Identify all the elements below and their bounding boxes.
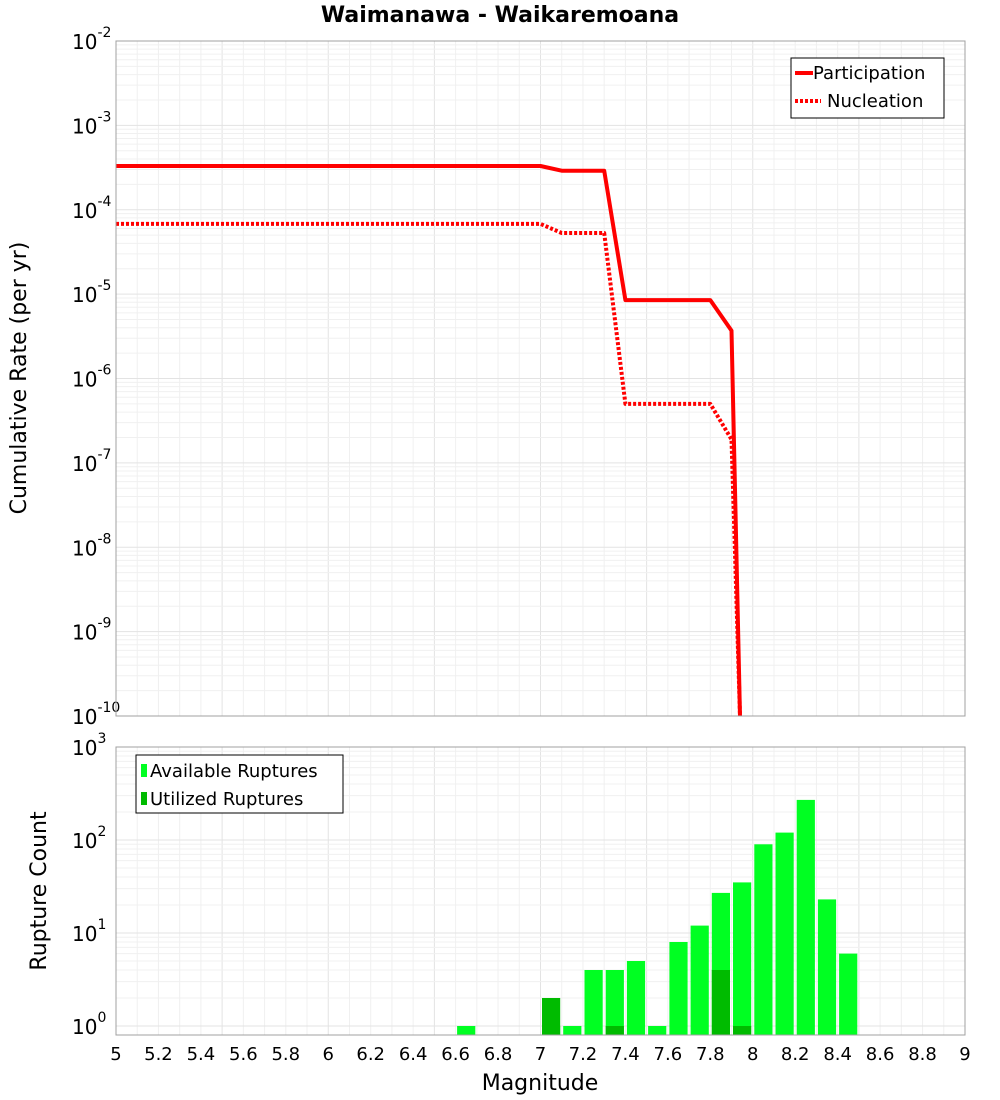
x-tick-label: 6.4 xyxy=(399,1044,428,1065)
x-tick-label: 6.8 xyxy=(484,1044,513,1065)
x-tick-label: 5.2 xyxy=(144,1044,173,1065)
rate-y-tick-label: 10-8 xyxy=(72,531,111,560)
rate-y-tick-label: 10-7 xyxy=(72,447,111,476)
legend-utilized-swatch xyxy=(141,792,147,805)
rupture-y-tick-label: 100 xyxy=(72,1010,106,1039)
available-rupture-bar xyxy=(648,1026,667,1035)
rate-y-tick-label: 10-10 xyxy=(72,700,120,729)
x-tick-label: 8 xyxy=(747,1044,758,1065)
chart-title: Waimanawa - Waikaremoana xyxy=(321,3,679,28)
rate-plot: 10-2 10-3 10-4 10-5 10-6 10-7 10-8 10-9 10-10 Cu… xyxy=(7,25,966,729)
available-rupture-bar xyxy=(626,961,646,1035)
utilized-rupture-bar xyxy=(711,970,730,1035)
rate-y-tick-label: 10-2 xyxy=(72,25,111,54)
rupture-y-tick-label: 103 xyxy=(72,731,106,760)
rate-y-tick-label: 10-5 xyxy=(72,278,111,307)
rupture-count-plot: 103 102 101 100 5 5.2 5.4 5.6 5.8 6 6.2 6.4 6.6 6.8 7… xyxy=(27,731,971,1096)
available-rupture-bar xyxy=(817,899,837,1035)
legend-available-swatch xyxy=(141,764,147,777)
legend-nucleation-label: Nucleation xyxy=(827,91,923,112)
rate-legend: Participation Nucleation xyxy=(790,57,945,119)
x-tick-label: 8.4 xyxy=(823,1044,852,1065)
utilized-rupture-bar xyxy=(733,1026,752,1035)
available-rupture-bar xyxy=(775,832,794,1035)
rate-y-tick-label: 10-9 xyxy=(72,616,111,645)
rupture-y-ticks: 103 102 101 100 xyxy=(72,731,106,1039)
available-rupture-bar xyxy=(584,970,603,1035)
x-tick-label: 5.6 xyxy=(229,1044,258,1065)
rate-line-nucleation xyxy=(116,221,742,717)
rate-plot-grid xyxy=(115,41,966,717)
x-tick-label: 6.2 xyxy=(356,1044,385,1065)
available-rupture-bar xyxy=(669,942,688,1035)
x-tick-label: 7.2 xyxy=(569,1044,598,1065)
available-rupture-bar xyxy=(754,844,773,1035)
rate-y-axis-label: Cumulative Rate (per yr) xyxy=(7,242,32,515)
x-tick-label: 7.8 xyxy=(696,1044,725,1065)
rupture-legend: Available Ruptures Utilized Ruptures xyxy=(135,754,344,814)
available-rupture-bar xyxy=(457,1026,476,1035)
rupture-bars xyxy=(457,799,858,1035)
rate-line-participation xyxy=(116,164,742,717)
x-tick-label: 8.2 xyxy=(781,1044,810,1065)
x-tick-label: 7.4 xyxy=(611,1044,640,1065)
rate-y-tick-label: 10-4 xyxy=(72,194,112,223)
legend-participation-label: Participation xyxy=(813,63,925,84)
x-tick-label: 7.6 xyxy=(654,1044,683,1065)
x-tick-label: 7 xyxy=(535,1044,546,1065)
available-rupture-bar xyxy=(605,970,624,1035)
x-tick-label: 6 xyxy=(323,1044,334,1065)
x-tick-label: 9 xyxy=(959,1044,970,1065)
rupture-y-tick-label: 101 xyxy=(72,917,106,946)
rate-series-lines xyxy=(116,164,742,717)
rate-y-ticks: 10-2 10-3 10-4 10-5 10-6 10-7 10-8 10-9 10-10 xyxy=(72,25,120,729)
rupture-y-tick-label: 102 xyxy=(72,824,106,853)
legend-available-label: Available Ruptures xyxy=(150,761,318,782)
utilized-rupture-bar xyxy=(542,998,561,1035)
available-rupture-bar xyxy=(796,799,815,1035)
available-rupture-bar xyxy=(690,925,709,1035)
x-tick-label: 8.6 xyxy=(866,1044,895,1065)
x-axis-label: Magnitude xyxy=(482,1071,599,1096)
rupture-plot-grid xyxy=(115,747,966,1035)
x-tick-label: 5.8 xyxy=(271,1044,300,1065)
rupture-y-axis-label: Rupture Count xyxy=(27,811,52,971)
x-tick-label: 8.8 xyxy=(908,1044,937,1065)
available-rupture-bar xyxy=(733,882,752,1035)
available-rupture-bar xyxy=(839,953,858,1035)
utilized-rupture-bar xyxy=(605,1026,624,1035)
x-tick-label: 5 xyxy=(110,1044,121,1065)
magnitude-x-ticks: 5 5.2 5.4 5.6 5.8 6 6.2 6.4 6.6 6.8 7 7.2 7.4 7.6 7.8 8… xyxy=(110,1044,970,1065)
available-rupture-bar xyxy=(563,1026,582,1035)
x-tick-label: 5.4 xyxy=(187,1044,216,1065)
x-tick-label: 6.6 xyxy=(441,1044,470,1065)
legend-utilized-label: Utilized Ruptures xyxy=(150,789,303,810)
rate-y-tick-label: 10-6 xyxy=(72,363,112,392)
rate-y-tick-label: 10-3 xyxy=(72,109,111,138)
